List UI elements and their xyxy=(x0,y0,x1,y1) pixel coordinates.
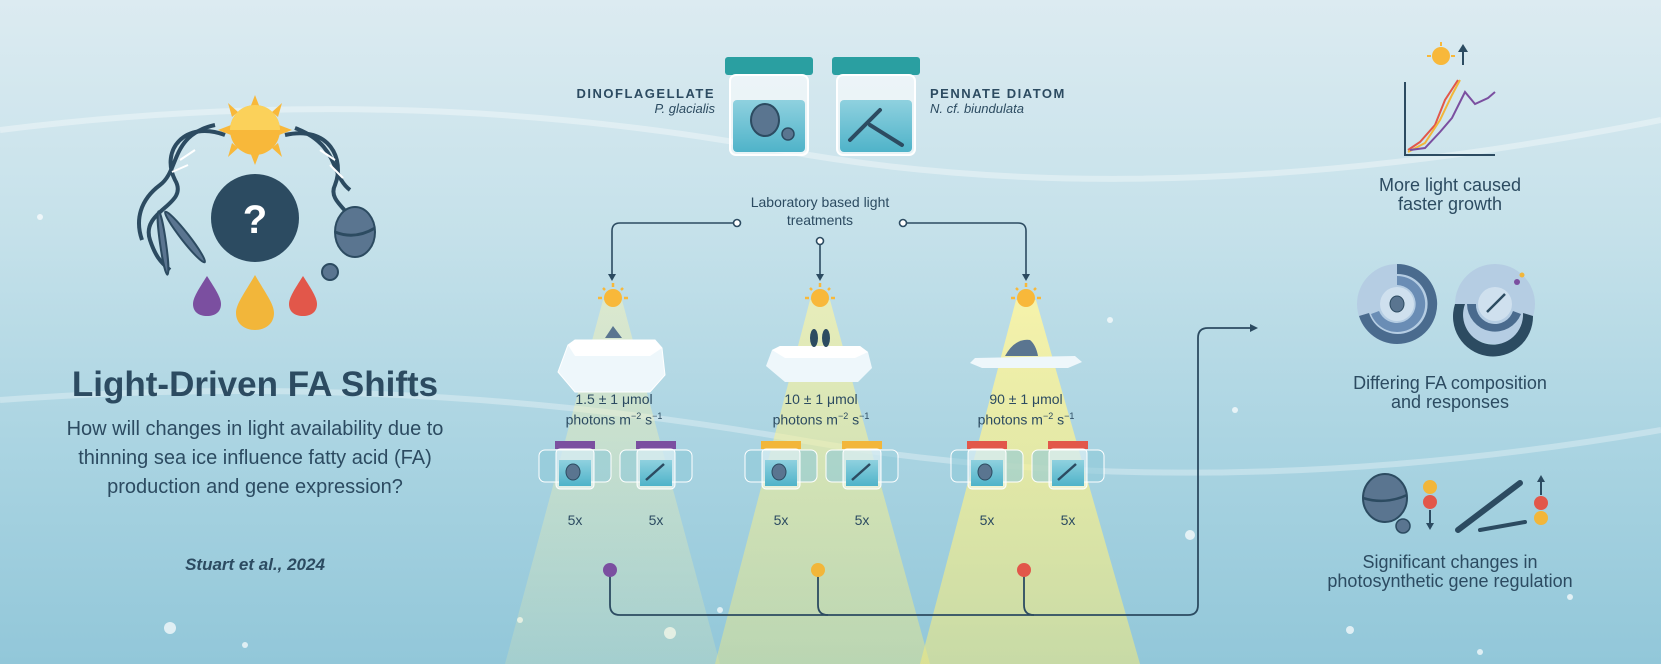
result-growth: More light caused faster growth xyxy=(1378,175,1522,214)
concept-illustration: ? xyxy=(137,95,376,330)
replicate-count: 5x xyxy=(979,512,995,528)
bubbles xyxy=(37,214,1573,655)
dinoflagellate-icon xyxy=(321,206,376,281)
result-gene-regulation: Significant changes in photosynthetic ge… xyxy=(1327,552,1573,591)
treatment-value: 1.5 ± 1 μmol xyxy=(575,391,653,407)
lab-treatment-label: Laboratory based light treatments xyxy=(750,194,890,228)
treatment-label-high: 90 ± 1 μmol photons m−2 s−1 xyxy=(941,391,1111,429)
treatment-unit: photons m−2 s−1 xyxy=(977,411,1075,428)
replicate-count: 5x xyxy=(648,512,664,528)
light-beam-high xyxy=(920,300,1140,664)
dinoflagellate-jar xyxy=(725,57,813,156)
dna-strand-left xyxy=(146,129,226,272)
replicate-count: 5x xyxy=(854,512,870,528)
dot-red xyxy=(1017,563,1031,577)
treatment-label-mid: 10 ± 1 μmol photons m−2 s−1 xyxy=(736,391,906,429)
light-beam-low xyxy=(505,300,720,664)
diatom-icon xyxy=(156,210,206,276)
droplet-purple xyxy=(193,276,221,316)
fa-composition-icon xyxy=(1357,263,1535,357)
result-fa-composition: Differing FA composition and responses xyxy=(1353,373,1547,412)
treatment-value: 90 ± 1 μmol xyxy=(989,391,1063,407)
page-title: Light-Driven FA Shifts xyxy=(71,365,439,404)
species-name: PENNATE DIATOM xyxy=(930,86,1066,101)
light-beam-mid xyxy=(715,300,930,664)
treatment-label-low: 1.5 ± 1 μmol photons m−2 s−1 xyxy=(529,391,699,429)
replicate-jars xyxy=(538,441,1105,490)
replicate-count: 5x xyxy=(1060,512,1076,528)
species-label-diatom: PENNATE DIATOM N. cf. biundulata xyxy=(930,86,1100,116)
species-scientific-name: P. glacialis xyxy=(654,101,715,116)
treatment-unit: photons m−2 s−1 xyxy=(565,411,663,428)
research-question: How will changes in light availability d… xyxy=(66,418,444,498)
replicate-count: 5x xyxy=(773,512,789,528)
sun-small-icons xyxy=(598,283,1041,307)
citation: Stuart et al., 2024 xyxy=(185,555,325,574)
question-circle xyxy=(211,174,299,262)
ice-floe-thin xyxy=(970,339,1082,368)
treatment-value: 10 ± 1 μmol xyxy=(784,391,858,407)
dot-purple xyxy=(603,563,617,577)
droplet-yellow xyxy=(236,275,274,330)
results-connector xyxy=(609,327,1250,616)
question-mark: ? xyxy=(243,198,267,242)
droplet-red xyxy=(289,276,317,316)
replicate-count: 5x xyxy=(567,512,583,528)
species-scientific-name: N. cf. biundulata xyxy=(930,101,1024,116)
species-name: DINOFLAGELLATE xyxy=(576,86,715,101)
dot-yellow xyxy=(811,563,825,577)
ice-floe-medium xyxy=(766,329,872,382)
treatment-unit: photons m−2 s−1 xyxy=(772,411,870,428)
ice-floe-thick xyxy=(557,326,666,393)
gene-regulation-icon xyxy=(1362,473,1548,534)
treatment-arrows xyxy=(611,222,1027,276)
growth-chart-icon xyxy=(1404,42,1496,156)
diatom-jar xyxy=(832,57,920,156)
species-label-dinoflagellate: DINOFLAGELLATE P. glacialis xyxy=(560,86,715,116)
sun-icon xyxy=(218,95,292,165)
